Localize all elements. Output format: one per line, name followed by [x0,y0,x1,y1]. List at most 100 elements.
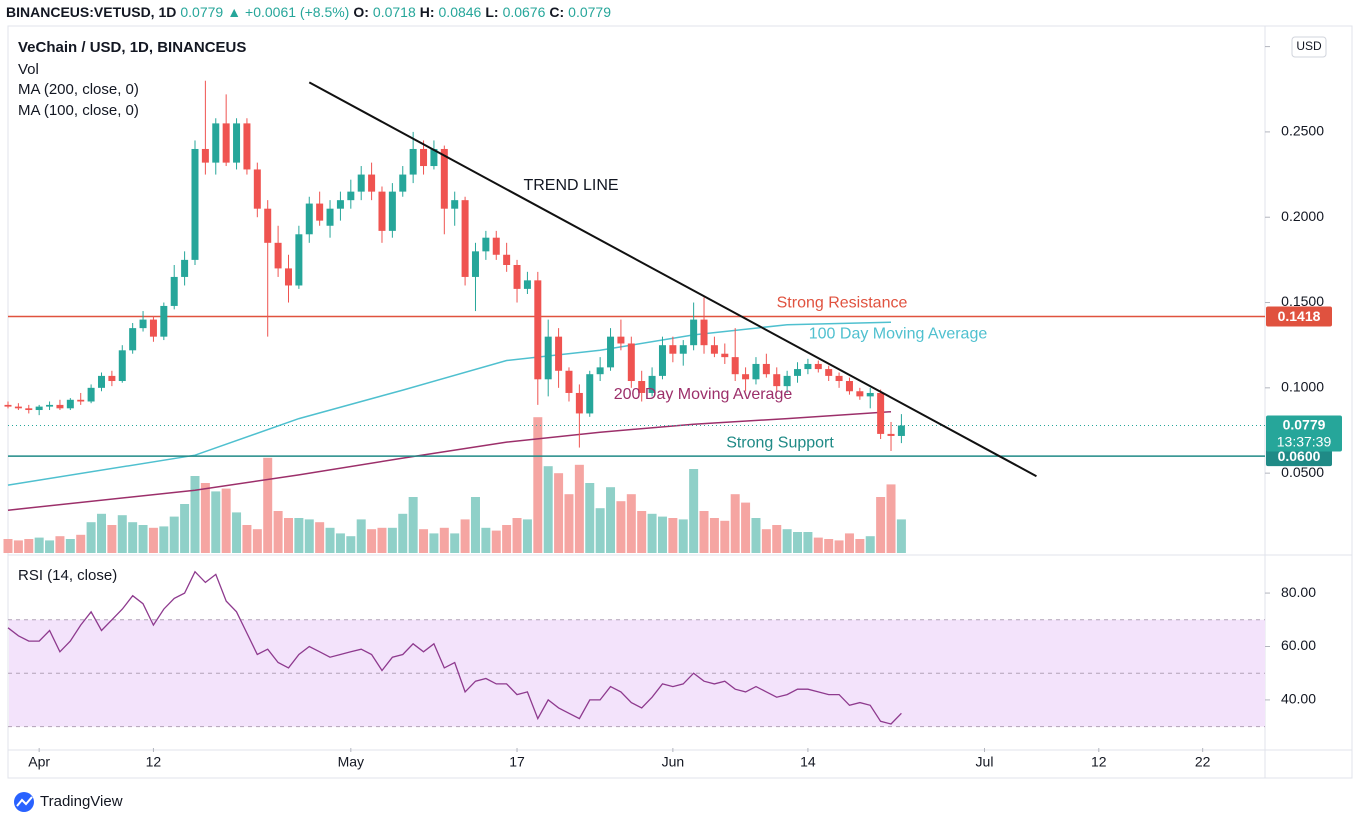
volume-bar [335,533,345,553]
candle-body [513,264,521,289]
volume-bar [242,525,252,553]
candle-body [181,259,189,277]
chart-title: VeChain / USD, 1D, BINANCEUS [18,39,246,56]
volume-bar [595,508,605,553]
volume-bar [159,526,169,553]
volume-bar [657,516,667,553]
candle-body [295,234,303,286]
volume-bar [481,527,491,553]
y-tick-label: 0.0500 [1281,464,1324,480]
volume-bar [844,533,854,553]
candle-body [856,391,864,397]
candle-body [274,242,282,269]
candle-body [773,374,781,387]
logo-glyph [16,796,33,807]
volume-bar [668,518,678,553]
volume-bar [699,511,709,553]
volume-bar [283,518,293,553]
symbol: BINANCEUS:VETUSD, 1D [6,4,177,20]
volume-bar [834,540,844,553]
volume-bar [761,529,771,553]
volume-bar [626,494,636,553]
candle-body [108,375,116,382]
candle-body [866,392,874,397]
volume-bar [502,525,512,553]
legend-entry: MA (100, close, 0) [18,102,139,119]
candle-body [160,305,168,337]
candles [4,80,905,451]
open-value: 0.0718 [372,4,416,20]
candle-body [555,336,563,371]
candle-body [544,336,552,380]
volume-bar [585,483,595,553]
candle-body [264,208,272,243]
volume-bar [398,513,408,553]
volume-bar [803,532,813,553]
x-tick-label: Jun [662,754,685,770]
volume-bar [533,417,543,553]
candle-body [482,237,490,252]
volume-bar [96,513,106,553]
low-label: L: [485,4,499,20]
candle-body [586,374,594,414]
candle-body [284,268,292,286]
volume-bar [34,537,44,553]
rsi-y-tick-label: 80.00 [1281,584,1316,600]
level-badge-label: 0.0600 [1278,448,1321,464]
volume-bars [3,417,906,553]
candle-body [679,345,687,354]
rsi-title: RSI (14, close) [18,567,117,584]
volume-bar [865,536,875,553]
volume-bar [263,457,273,553]
rsi-y-tick-label: 60.00 [1281,637,1316,653]
candle-body [461,200,469,277]
volume-bar [128,522,138,553]
countdown: 13:37:39 [1277,433,1332,449]
volume-bar [439,527,449,553]
low-value: 0.0676 [502,4,546,20]
open-label: O: [353,4,369,20]
volume-bar [491,530,501,553]
currency-label: USD [1296,39,1322,53]
candle-body [212,123,220,163]
x-tick-label: 14 [800,754,816,770]
candle-body [4,404,12,407]
volume-bar [346,536,356,553]
volume-bar [554,473,564,553]
candle-body [731,357,739,375]
candle-body [388,191,396,231]
last-price-badge-label: 0.0779 [1283,416,1326,432]
candle-body [721,353,729,358]
volume-bar [24,539,34,553]
candle-body [326,208,334,226]
volume-bar [55,536,65,553]
volume-bar [730,494,740,553]
volume-bar [606,487,616,553]
legend-entry: MA (200, close, 0) [18,81,139,98]
y-tick-label: 0.1000 [1281,379,1324,395]
high-label: H: [419,4,435,20]
close-label: C: [549,4,565,20]
volume-bar [741,502,751,553]
candle-body [305,203,313,235]
candle-body [191,148,199,260]
volume-bar [315,522,325,553]
candle-body [638,381,646,393]
candle-body [420,148,428,167]
volume-bar [107,525,117,553]
volume-bar [793,532,803,553]
volume-bar [813,537,823,553]
volume-bar [678,519,688,553]
volume-bar [637,511,647,553]
volume-bar [273,511,283,553]
candle-body [607,336,615,368]
volume-bar [294,518,304,553]
candle-body [253,169,261,209]
volume-bar [367,529,377,553]
level-badge [1266,306,1332,327]
legend-volume: Vol [18,61,39,78]
moving-average-label: 200 Day Moving Average [614,386,793,403]
volume-bar [408,497,418,553]
